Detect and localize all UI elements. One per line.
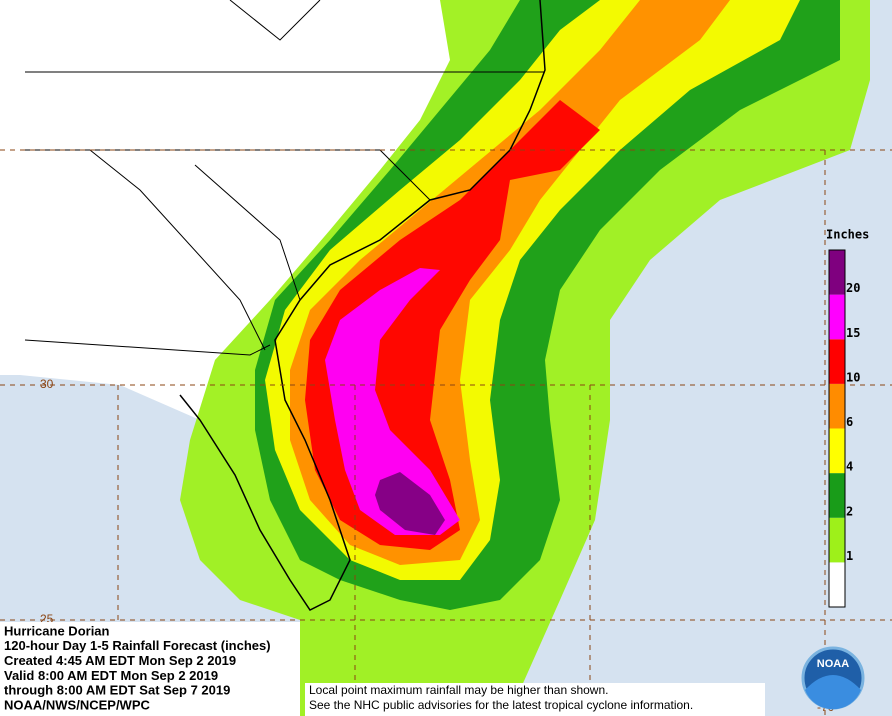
info-line: through 8:00 AM EDT Sat Sep 7 2019 <box>4 683 230 698</box>
legend-tick-label: 4 <box>846 460 853 474</box>
legend-tick-label: 15 <box>846 326 860 340</box>
rainfall-bands <box>180 0 870 716</box>
legend-tick-label: 1 <box>846 549 853 563</box>
legend-swatch <box>829 428 845 474</box>
legend-frame <box>828 249 846 608</box>
legend-title: Inches <box>826 228 869 242</box>
legend-swatch <box>829 562 845 607</box>
legend-swatch <box>829 473 845 518</box>
info-line: NOAA/NWS/NCEP/WPC <box>4 697 151 712</box>
info-line: Created 4:45 AM EDT Mon Sep 2 2019 <box>4 653 236 668</box>
note-line: Local point maximum rainfall may be high… <box>309 683 608 697</box>
rainfall-band <box>325 268 460 535</box>
coastline <box>179 0 546 611</box>
info-line: Valid 8:00 AM EDT Mon Sep 2 2019 <box>4 668 218 683</box>
info-box <box>0 622 300 716</box>
logo-text: NOAA <box>817 658 849 670</box>
legend-tick-label: 6 <box>846 415 853 429</box>
note-box <box>305 683 765 716</box>
legend-swatch <box>829 339 845 384</box>
rainfall-band <box>375 472 445 535</box>
legend-swatch <box>829 383 845 429</box>
latitude-label: 30 <box>40 377 54 391</box>
info-line: Hurricane Dorian <box>4 623 110 638</box>
note-text: Local point maximum rainfall may be high… <box>309 683 693 712</box>
legend-tick-label: 2 <box>846 504 853 518</box>
legend-tick-label: 20 <box>846 281 860 295</box>
noaa-logo: NOAA <box>801 646 865 710</box>
legend: Inches 1 2 4 6 10 15 20 <box>826 228 869 608</box>
info-line: 120-hour Day 1-5 Rainfall Forecast (inch… <box>4 638 271 653</box>
legend-swatch <box>829 517 845 563</box>
note-line: See the NHC public advisories for the la… <box>309 698 693 712</box>
legend-swatch <box>829 250 845 295</box>
legend-tick-label: 10 <box>846 370 860 384</box>
legend-swatch <box>829 294 845 340</box>
